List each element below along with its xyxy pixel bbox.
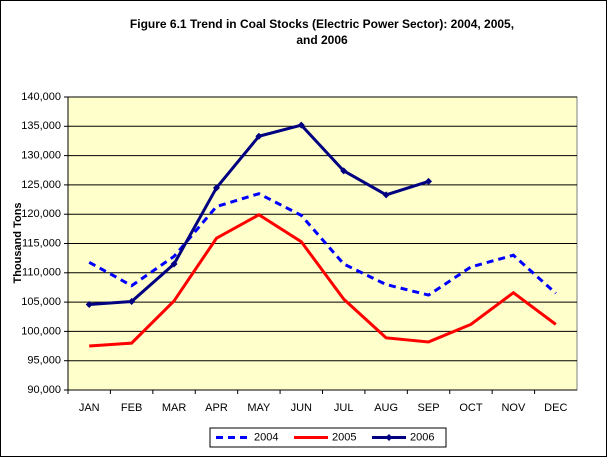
- y-tick-label: 130,000: [21, 150, 61, 162]
- y-tick-label: 140,000: [21, 91, 61, 103]
- x-tick-label: MAY: [247, 402, 271, 414]
- data-point: [340, 167, 348, 175]
- y-tick-label: 115,000: [22, 237, 61, 249]
- legend-label: 2004: [254, 431, 278, 443]
- series-line: [89, 213, 557, 348]
- x-tick-label: OCT: [459, 402, 483, 414]
- y-tick-label: 100,000: [21, 325, 61, 337]
- x-tick-label: SEP: [418, 402, 440, 414]
- series-line: [88, 192, 557, 297]
- y-tick-label: 125,000: [21, 179, 61, 191]
- y-axis-label: Thousand Tons: [12, 202, 24, 283]
- x-tick-label: JUL: [334, 402, 354, 414]
- legend-label: 2006: [410, 431, 434, 443]
- chart-title: and 2006: [296, 33, 348, 47]
- x-tick-label: JUN: [291, 402, 312, 414]
- legend-label: 2005: [332, 431, 356, 443]
- chart-title: Figure 6.1 Trend in Coal Stocks (Electri…: [130, 17, 514, 31]
- data-point: [128, 298, 136, 306]
- x-tick-label: DEC: [544, 402, 567, 414]
- x-tick-label: NOV: [501, 402, 526, 414]
- x-tick-label: AUG: [374, 402, 398, 414]
- x-tick-label: FEB: [121, 402, 142, 414]
- y-tick-label: 105,000: [21, 296, 61, 308]
- data-point: [255, 132, 263, 140]
- x-tick-label: JAN: [79, 402, 100, 414]
- legend-marker: [385, 434, 393, 441]
- y-tick-label: 95,000: [27, 355, 61, 367]
- data-point: [212, 184, 220, 192]
- x-tick-label: MAR: [162, 402, 187, 414]
- data-point: [85, 300, 93, 308]
- x-tick-label: APR: [205, 402, 228, 414]
- data-point: [425, 177, 433, 185]
- y-tick-label: 120,000: [21, 208, 61, 220]
- data-point: [382, 191, 390, 199]
- y-tick-label: 90,000: [27, 384, 61, 396]
- y-tick-label: 135,000: [21, 120, 61, 132]
- data-point: [297, 121, 305, 129]
- data-point: [170, 260, 178, 268]
- y-tick-label: 110,000: [22, 267, 61, 279]
